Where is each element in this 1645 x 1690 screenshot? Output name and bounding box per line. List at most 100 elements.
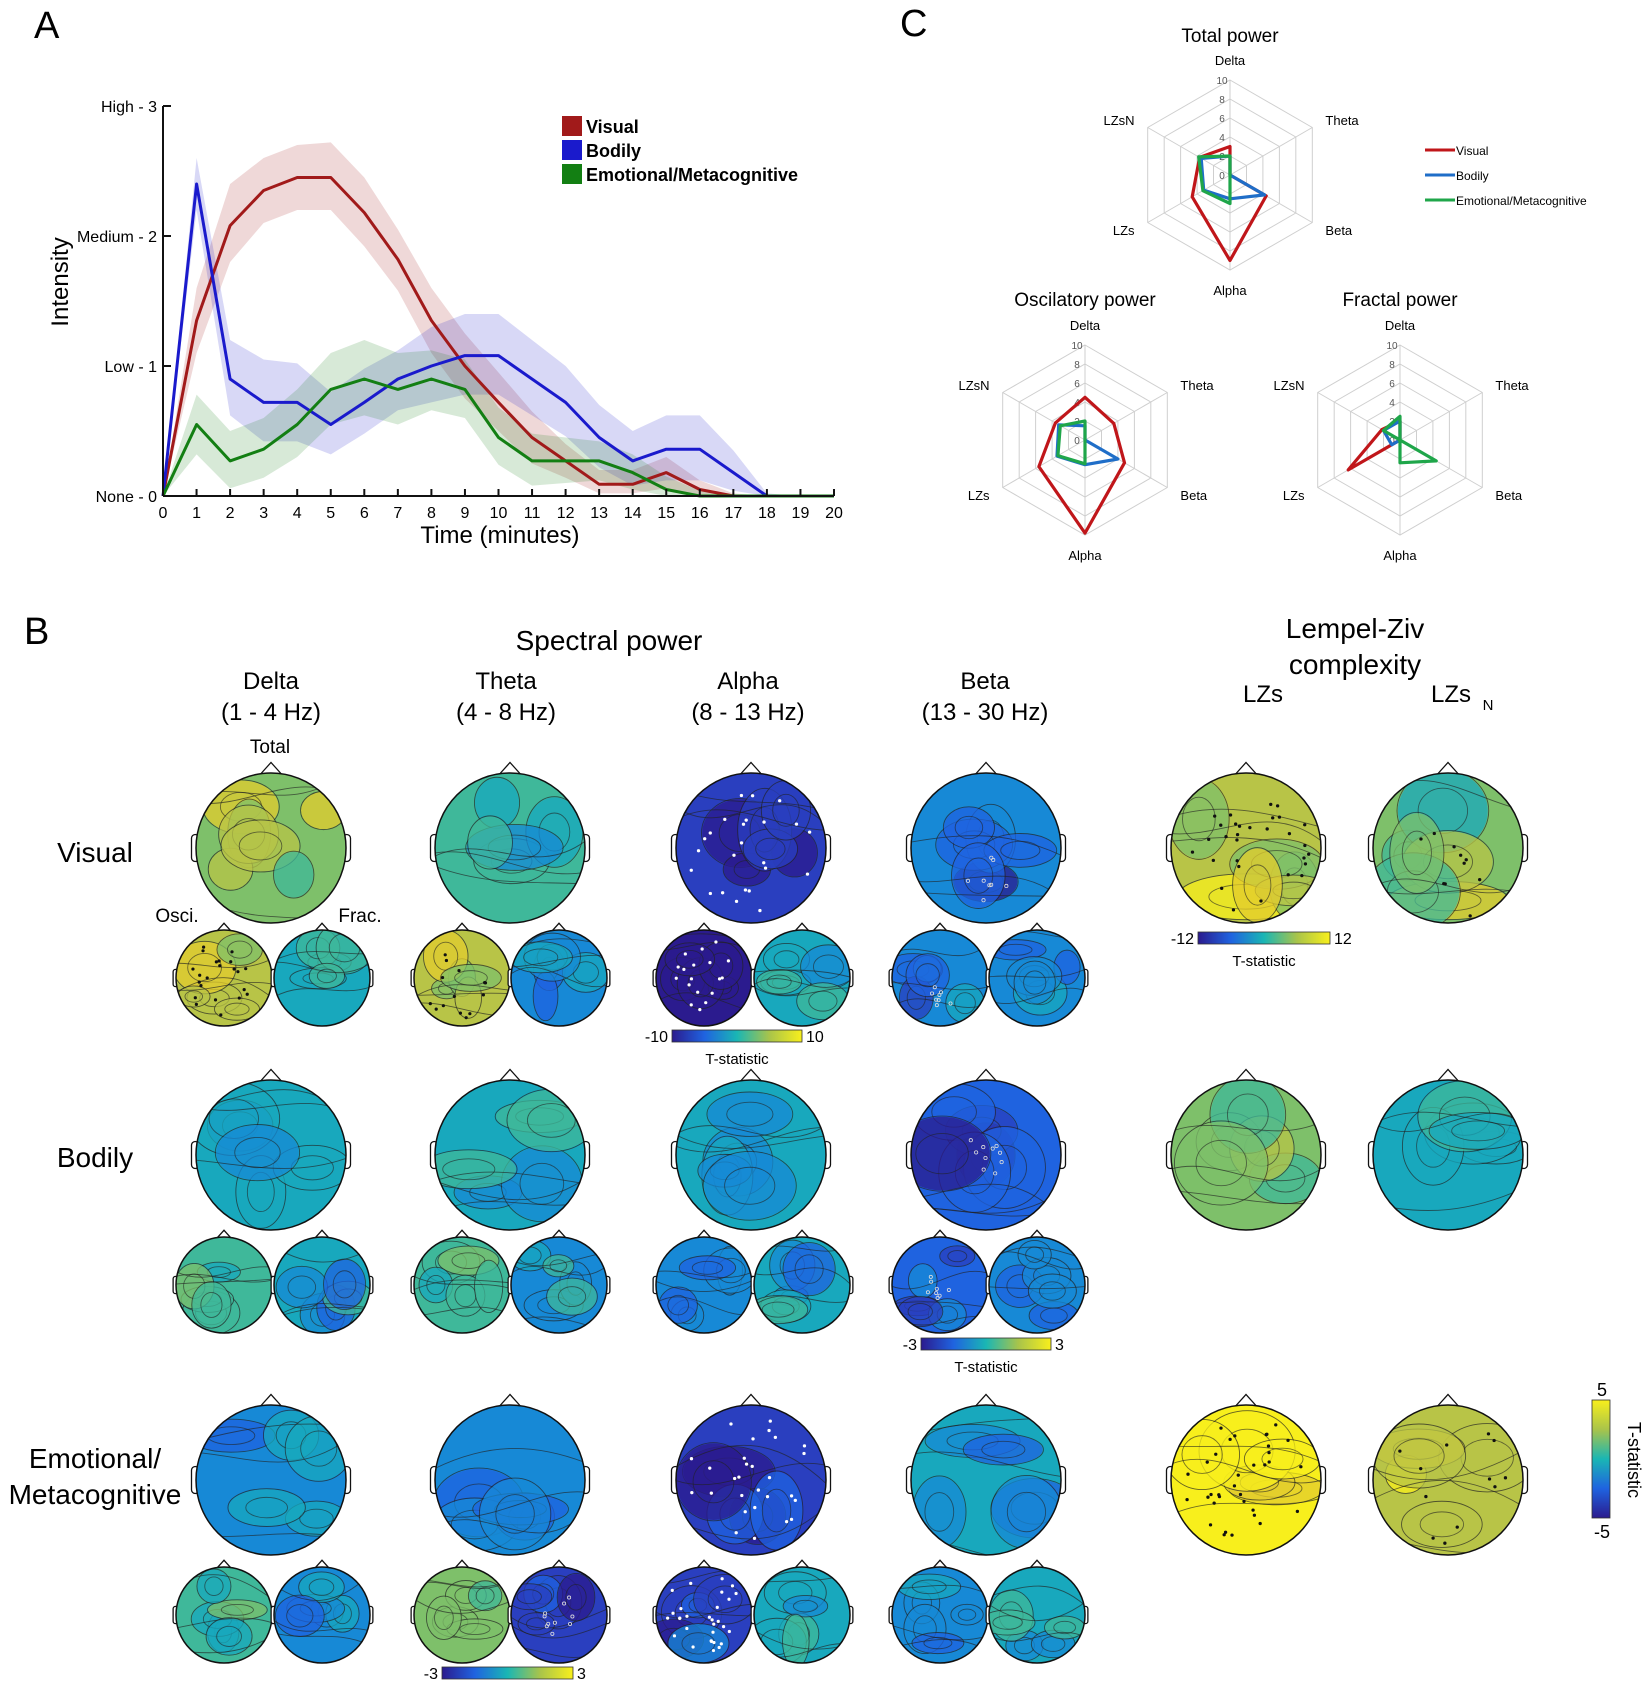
head-outline: [1170, 1079, 1322, 1231]
radar-title: Oscilatory power: [1014, 290, 1156, 311]
sig-electrode: [744, 818, 748, 822]
topo-blob: [1028, 1274, 1076, 1308]
topo-contour: [214, 1124, 301, 1182]
topo-contour: [951, 842, 1006, 909]
x-tick-label: 0: [159, 505, 168, 522]
sig-electrode: [987, 883, 992, 888]
topo-contour-line: [435, 1171, 585, 1185]
topo-contour: [950, 1603, 984, 1626]
radar-axis-label: Delta: [1385, 318, 1416, 333]
topo-contour-line: [435, 1178, 585, 1201]
topography-head: [750, 1229, 854, 1334]
nose: [1235, 1068, 1257, 1082]
topo-blob: [441, 964, 501, 992]
sig-electrode: [567, 1595, 572, 1600]
sig-electrode: [689, 868, 693, 872]
topo-contour-line: [656, 1603, 752, 1619]
sig-electrode: [689, 1581, 693, 1585]
topo-contour: [676, 1442, 752, 1522]
topography-head: [985, 1559, 1089, 1664]
topo-blob: [1245, 1439, 1320, 1479]
topo-contour-inner: [954, 992, 976, 1015]
sig-electrode: [562, 1601, 567, 1606]
colorbar-gradient: [441, 1666, 574, 1680]
sig-electrode: [732, 1476, 737, 1481]
sig-electrode: [708, 961, 712, 965]
topo-contour-line: [274, 1632, 370, 1646]
y-tick-label: Low - 1: [105, 359, 158, 376]
topo-contour-line: [1171, 808, 1321, 828]
sig-electrode: [1271, 816, 1275, 820]
topo-blob: [301, 791, 346, 830]
topography-head: [190, 1393, 352, 1556]
nose: [1029, 1559, 1045, 1569]
topo-contour-line: [754, 969, 850, 978]
sig-electrode: [768, 1419, 772, 1423]
sig-electrode: [743, 1510, 747, 1514]
topo-contour-line: [1373, 1450, 1523, 1481]
radar-rtick: 8: [1074, 360, 1080, 371]
radar-spoke: [1002, 439, 1086, 488]
head-outline: [753, 929, 851, 1027]
sig-electrode: [721, 1625, 726, 1629]
sig-electrode: [767, 1428, 771, 1433]
topo-contour: [706, 1091, 794, 1137]
topo-blob: [511, 1583, 552, 1610]
colorbar-label: T-statistic: [1232, 953, 1296, 970]
topo-blob: [507, 1089, 585, 1152]
topo-blob: [502, 1146, 582, 1222]
sig-electrode: [802, 1444, 807, 1448]
topo-contour-line: [1171, 1458, 1321, 1484]
radar-chart-2: Fractal power Delta Theta Beta Alpha LZs LZsN 0…: [1274, 290, 1530, 563]
nose: [1437, 761, 1459, 775]
sig-electrode: [1303, 843, 1307, 848]
topo-contour: [298, 1571, 345, 1603]
topo-contour-line: [892, 982, 988, 991]
topo-contour-inner: [187, 952, 222, 983]
sig-electrode: [1186, 1472, 1190, 1476]
head-outline: [910, 1404, 1062, 1556]
sig-electrode: [807, 830, 812, 834]
topo-blob: [783, 1243, 835, 1296]
head-outline: [273, 929, 371, 1027]
colorbar-max: 12: [1334, 931, 1352, 948]
sig-electrode: [1233, 822, 1238, 826]
topo-contour: [227, 1488, 306, 1527]
topo-contour-inner: [459, 1623, 491, 1635]
x-tick-label: 20: [825, 505, 843, 522]
sig-electrode: [929, 1279, 934, 1284]
topo-contour-inner: [773, 950, 800, 969]
sig-electrode: [1265, 827, 1269, 831]
sig-electrode: [687, 983, 691, 987]
topography-head: [507, 922, 611, 1027]
topo-contour-line: [511, 967, 607, 988]
sig-electrode: [434, 1007, 438, 1011]
head-outline: [1170, 1404, 1322, 1556]
topo-contour-inner: [755, 837, 786, 861]
sig-electrode: [682, 967, 686, 971]
sig-electrode: [726, 959, 731, 963]
topo-contour-line: [656, 1612, 752, 1617]
topo-blob: [426, 1596, 461, 1640]
topo-blob: [913, 1476, 966, 1548]
topo-contour-line: [176, 977, 272, 999]
sig-electrode: [715, 1605, 719, 1609]
topo-contour: [756, 968, 803, 995]
legend-label: Visual: [586, 117, 639, 137]
sig-electrode: [981, 1145, 986, 1150]
nose: [260, 1393, 282, 1407]
topo-contour-inner: [526, 1103, 576, 1138]
sig-electrode: [789, 1517, 794, 1522]
colorbar-gradient: [1197, 931, 1331, 945]
radar-axis-label: Delta: [1070, 318, 1101, 333]
sig-electrode: [1236, 1473, 1240, 1477]
topo-blob: [668, 1623, 729, 1663]
topo-contour-inner: [226, 940, 253, 959]
colorbar-max: 3: [577, 1666, 586, 1683]
topo-contour-inner: [998, 943, 1033, 956]
topo-blob: [898, 1296, 943, 1327]
topo-blob: [659, 1287, 698, 1324]
topo-contour-line: [176, 1617, 272, 1629]
sig-electrode: [218, 964, 222, 968]
radar-legend-label: Bodily: [1456, 169, 1489, 183]
